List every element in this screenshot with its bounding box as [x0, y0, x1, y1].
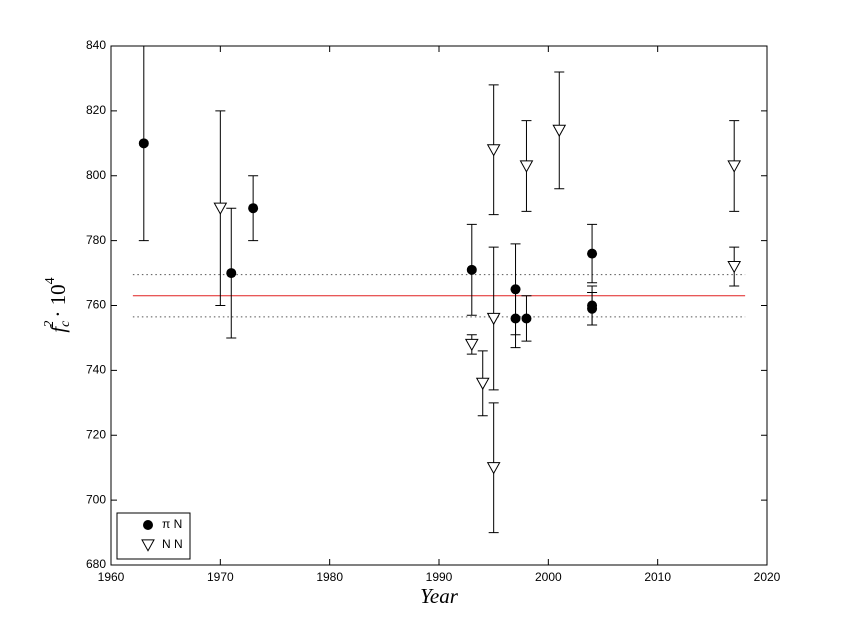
x-tick-label: 2000	[535, 570, 562, 584]
x-tick-label: 2010	[644, 570, 671, 584]
point	[727, 260, 742, 274]
y-tick-label: 760	[86, 298, 106, 312]
point	[552, 124, 567, 138]
y-title-exponent: 4	[43, 277, 58, 284]
point	[486, 144, 501, 157]
y-tick-label: 720	[86, 427, 106, 441]
x-tick-label: 1990	[426, 570, 453, 584]
y-title-symbol: f	[46, 324, 70, 333]
point	[486, 312, 501, 326]
x-tick-label: 1970	[207, 570, 234, 584]
legend-marker	[141, 539, 155, 552]
point	[510, 313, 521, 324]
point	[486, 462, 501, 475]
point	[587, 303, 598, 314]
legend-marker	[143, 520, 153, 530]
point	[475, 377, 490, 391]
legend-label: π N	[162, 517, 182, 531]
y-tick-label: 780	[86, 233, 106, 247]
y-tick-label: 700	[86, 492, 106, 506]
y-tick-label: 820	[86, 103, 106, 117]
y-axis-title: fc2 · 104	[42, 277, 73, 332]
point	[521, 313, 532, 324]
point	[248, 203, 259, 214]
legend-label: N N	[162, 537, 183, 551]
point	[464, 338, 479, 352]
y-title-subscript: c	[58, 320, 73, 327]
point	[138, 138, 149, 149]
legend-box	[116, 512, 191, 560]
x-tick-label: 2020	[754, 570, 781, 584]
y-tick-label: 740	[86, 363, 106, 377]
y-tick-label: 800	[86, 168, 106, 182]
point	[727, 160, 742, 173]
x-axis-title: Year	[420, 584, 459, 608]
y-tick-label: 840	[86, 38, 106, 52]
y-title-superscript: 2	[42, 321, 57, 328]
point	[587, 248, 598, 259]
point	[213, 202, 228, 215]
x-tick-label: 1980	[316, 570, 343, 584]
y-tick-label: 680	[86, 557, 106, 571]
point	[519, 160, 534, 173]
point	[466, 264, 477, 275]
point	[226, 268, 237, 279]
x-tick-label: 1960	[98, 570, 125, 584]
plot-frame	[110, 45, 768, 566]
y-title-factor: · 10	[46, 284, 70, 317]
